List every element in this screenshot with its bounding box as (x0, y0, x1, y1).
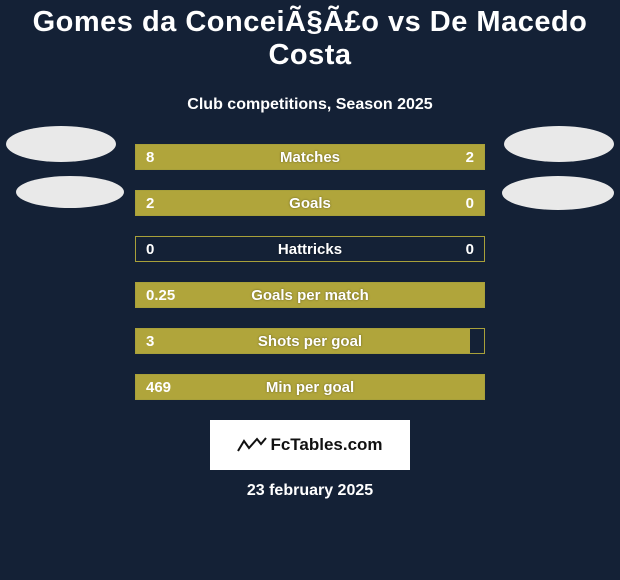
logo-text: FcTables.com (270, 435, 382, 455)
player-left-avatar-2 (16, 176, 124, 208)
stat-right-value: 0 (466, 237, 474, 261)
stat-row: 20Goals (135, 190, 485, 216)
snapshot-date: 23 february 2025 (0, 482, 620, 500)
logo-icon (237, 436, 267, 454)
page-subtitle: Club competitions, Season 2025 (0, 96, 620, 114)
stat-label: Hattricks (136, 237, 484, 261)
bar-fill-left (136, 283, 484, 307)
bar-fill-left (136, 191, 484, 215)
stat-row: 0 0Hattricks (135, 236, 485, 262)
bar-fill-left (136, 145, 400, 169)
player-right-avatar-1 (504, 126, 614, 162)
player-left-avatar-1 (6, 126, 116, 162)
stat-left-value: 0 (146, 237, 154, 261)
bar-fill-left (136, 329, 470, 353)
bar-fill-left (136, 375, 484, 399)
stat-row: 469Min per goal (135, 374, 485, 400)
stat-row: 82Matches (135, 144, 485, 170)
page-title: Gomes da ConceiÃ§Ã£o vs De Macedo Costa (0, 0, 620, 72)
bar-list: 82Matches 20Goals 0 0Hattricks 0.25Goals per… (135, 144, 485, 400)
stat-row: 3Shots per goal (135, 328, 485, 354)
bar-fill-right (400, 145, 484, 169)
stat-row: 0.25Goals per match (135, 282, 485, 308)
comparison-chart: 82Matches 20Goals 0 0Hattricks 0.25Goals per… (0, 144, 620, 500)
fctables-logo: FcTables.com (210, 420, 410, 470)
player-right-avatar-2 (502, 176, 614, 210)
